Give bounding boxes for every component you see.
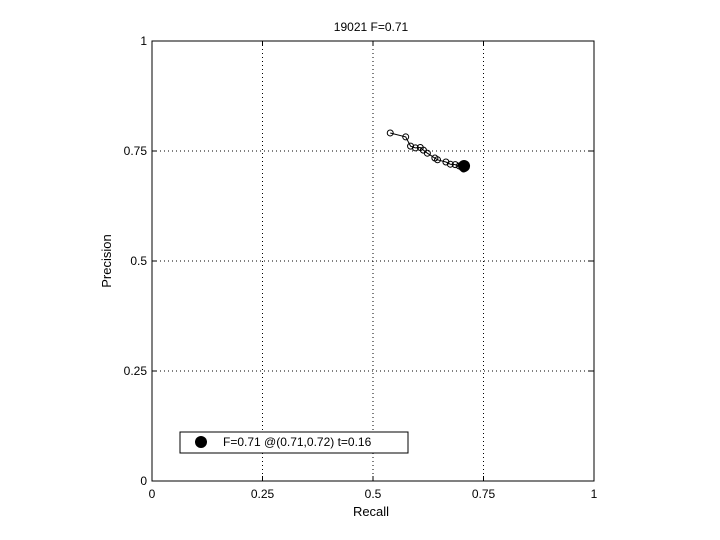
- legend-entry-label: F=0.71 @(0.71,0.72) t=0.16: [223, 435, 372, 449]
- best-f-point: [458, 159, 471, 172]
- data-point: [402, 133, 410, 141]
- y-tick-label: 0.25: [124, 364, 148, 378]
- data-point: [446, 160, 454, 168]
- y-tick-label: 1: [140, 34, 147, 48]
- x-axis-label: Recall: [353, 504, 389, 519]
- data-point: [434, 156, 442, 164]
- y-tick-label: 0: [140, 474, 147, 488]
- y-tick-label: 0.75: [124, 144, 148, 158]
- legend: F=0.71 @(0.71,0.72) t=0.16: [179, 431, 409, 454]
- data-series: [386, 129, 471, 173]
- data-point: [407, 142, 415, 150]
- data-point: [411, 144, 419, 152]
- data-point: [386, 129, 394, 137]
- series-line: [390, 132, 464, 170]
- x-tick-label: 1: [591, 487, 598, 501]
- grid-lines: [152, 41, 594, 481]
- x-tick-label: 0: [149, 487, 156, 501]
- data-point: [423, 149, 431, 157]
- axis-ticks: 0 0.25 0.5 0.75 1 0 0.25 0.5 0.75 1: [124, 34, 598, 501]
- chart-title: 19021 F=0.71: [334, 20, 409, 34]
- legend-box: [179, 431, 409, 454]
- data-point: [442, 158, 450, 166]
- y-tick-label: 0.5: [130, 254, 147, 268]
- x-tick-label: 0.25: [251, 487, 275, 501]
- x-tick-label: 0.5: [365, 487, 382, 501]
- legend-marker: [195, 436, 207, 448]
- y-axis-label: Precision: [99, 234, 114, 287]
- x-tick-label: 0.75: [472, 487, 496, 501]
